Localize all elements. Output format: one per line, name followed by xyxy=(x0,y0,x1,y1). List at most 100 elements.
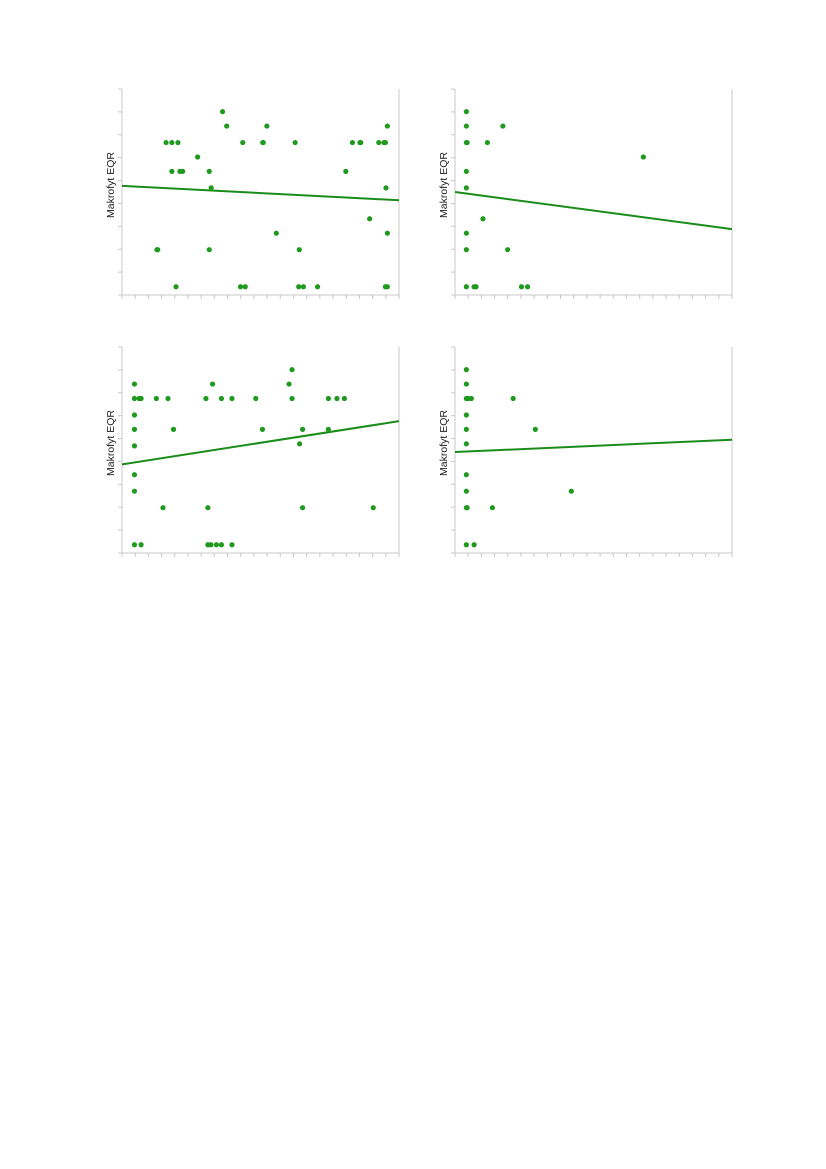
data-point xyxy=(219,109,226,115)
data-point xyxy=(300,505,306,511)
data-point xyxy=(273,230,279,236)
data-point xyxy=(532,426,538,432)
data-point xyxy=(463,472,469,478)
data-point xyxy=(471,542,477,548)
chart-panel-top-right: Makrofyt EQR xyxy=(419,84,733,312)
data-point xyxy=(206,247,212,253)
data-point xyxy=(131,472,138,478)
data-point xyxy=(169,139,175,146)
data-point xyxy=(218,542,225,548)
data-point xyxy=(218,395,225,402)
data-point xyxy=(259,426,266,432)
chart-panel-top-left: Makrofyt EQR xyxy=(86,84,400,312)
data-point xyxy=(463,542,469,548)
data-point xyxy=(314,284,321,290)
data-point xyxy=(213,542,220,548)
data-point xyxy=(289,367,295,373)
data-point xyxy=(358,139,364,146)
scatter-plot xyxy=(451,346,733,557)
data-point xyxy=(264,123,270,129)
trend-line xyxy=(121,184,400,202)
data-point xyxy=(463,284,469,290)
data-point xyxy=(384,284,390,290)
data-point xyxy=(640,154,646,160)
data-point xyxy=(484,139,491,146)
data-point xyxy=(334,395,340,402)
data-point xyxy=(240,139,246,146)
data-point xyxy=(489,505,495,511)
chart-panel-bottom-right: Makrofyt EQR xyxy=(419,342,733,570)
data-point xyxy=(170,426,177,432)
data-point xyxy=(300,284,307,290)
data-point xyxy=(384,123,390,129)
data-point xyxy=(131,395,138,402)
data-point xyxy=(169,168,175,174)
data-point xyxy=(376,139,382,146)
data-point xyxy=(463,441,469,447)
scatter-plot xyxy=(451,88,733,299)
data-point xyxy=(518,284,525,290)
data-point xyxy=(180,168,186,174)
data-point xyxy=(463,381,469,387)
data-point xyxy=(155,247,161,253)
data-point xyxy=(463,426,469,432)
data-point xyxy=(208,185,214,191)
data-point xyxy=(138,542,144,548)
data-point xyxy=(367,216,373,222)
data-point xyxy=(468,395,474,402)
data-point xyxy=(473,284,479,290)
data-point xyxy=(131,381,138,387)
data-point xyxy=(242,284,248,290)
data-point xyxy=(300,426,306,432)
data-point xyxy=(253,395,259,402)
data-point xyxy=(165,395,171,402)
data-point xyxy=(286,381,292,387)
data-point xyxy=(500,123,506,129)
data-point xyxy=(463,185,469,191)
data-point xyxy=(160,505,166,511)
data-point xyxy=(205,505,211,511)
scatter-plot xyxy=(118,88,400,299)
data-point xyxy=(349,139,356,146)
data-point xyxy=(224,123,230,129)
data-point xyxy=(463,168,469,174)
data-point xyxy=(292,139,298,146)
trend-line xyxy=(121,420,400,466)
trend-line xyxy=(454,438,733,454)
data-point xyxy=(296,284,302,290)
data-point xyxy=(370,505,376,511)
data-point xyxy=(138,395,144,402)
data-point xyxy=(524,284,531,290)
data-point xyxy=(464,505,470,511)
data-point xyxy=(229,542,235,548)
data-point xyxy=(209,381,216,387)
data-point xyxy=(173,284,179,290)
data-point xyxy=(463,109,469,115)
data-point xyxy=(343,168,349,174)
data-point xyxy=(203,395,209,402)
data-point xyxy=(505,247,511,253)
data-point xyxy=(229,395,235,402)
data-point xyxy=(195,154,201,160)
data-point xyxy=(163,139,169,146)
data-point xyxy=(384,230,390,236)
data-point xyxy=(131,488,138,494)
data-point xyxy=(237,284,244,290)
data-point xyxy=(131,426,138,432)
data-point xyxy=(463,230,469,236)
data-point xyxy=(325,426,331,432)
data-point xyxy=(383,185,389,191)
data-point xyxy=(510,395,516,402)
data-point xyxy=(296,441,303,447)
data-point xyxy=(260,139,266,146)
data-point xyxy=(480,216,486,222)
data-point xyxy=(131,542,138,548)
data-point xyxy=(296,247,302,253)
data-point xyxy=(175,139,181,146)
scatter-plot xyxy=(118,346,400,557)
data-point xyxy=(325,395,331,402)
chart-panel-bottom-left: Makrofyt EQR xyxy=(86,342,400,570)
data-point xyxy=(131,443,138,449)
data-point xyxy=(463,488,469,494)
data-point xyxy=(382,139,389,146)
